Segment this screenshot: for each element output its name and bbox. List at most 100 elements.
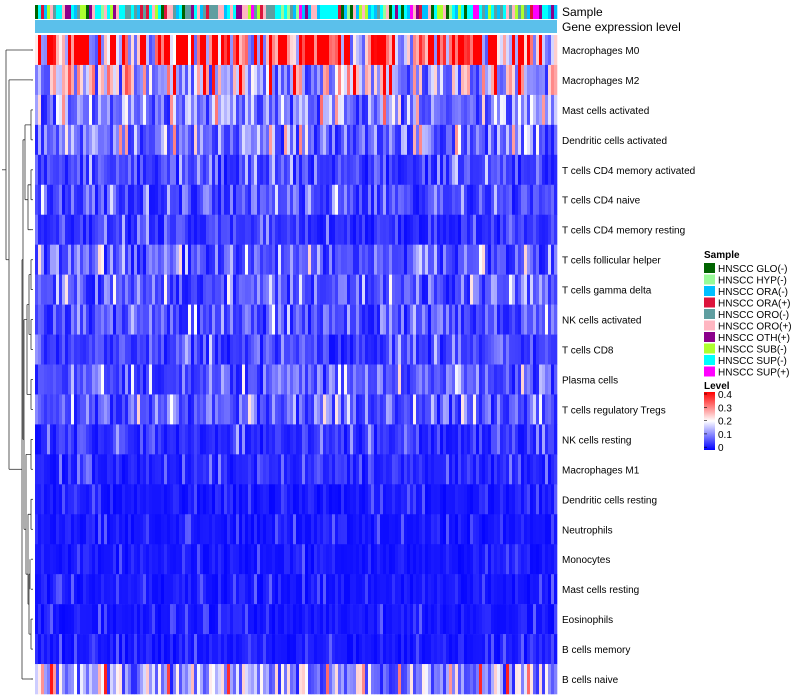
heatmap-cell (116, 484, 120, 515)
heatmap-cell (548, 304, 552, 335)
heatmap-cell (416, 124, 420, 156)
heatmap-cell (302, 394, 306, 425)
heatmap-cell (410, 424, 414, 455)
heatmap-cell (464, 454, 468, 485)
heatmap-cell (344, 94, 348, 126)
heatmap-cell (206, 424, 210, 455)
heatmap-cell (479, 544, 483, 575)
heatmap-cell (479, 574, 483, 605)
heatmap-cell (185, 544, 189, 575)
heatmap-cell (323, 634, 327, 665)
heatmap-cell (437, 304, 441, 335)
sample-track-cell (263, 5, 267, 19)
heatmap-cell (155, 574, 159, 605)
heatmap-cell (62, 514, 66, 545)
heatmap-cell (263, 394, 267, 425)
heatmap-cell (482, 394, 486, 425)
heatmap-cell (383, 35, 387, 66)
heatmap-cell (197, 484, 201, 515)
heatmap-cell (497, 214, 501, 245)
heatmap-cell (344, 574, 348, 605)
heatmap-cell (215, 94, 219, 126)
heatmap-cell (401, 394, 405, 425)
heatmap-cell (536, 154, 540, 186)
heatmap-cell (428, 574, 432, 605)
heatmap-cell (134, 214, 138, 245)
heatmap-cell (107, 604, 111, 635)
heatmap-cell (419, 394, 423, 425)
heatmap-cell (50, 544, 54, 575)
heatmap-cell (542, 424, 546, 455)
heatmap-cell (89, 394, 93, 425)
heatmap-cell (95, 394, 99, 425)
heatmap-cell (308, 574, 312, 605)
heatmap-cell (509, 64, 513, 96)
heatmap-cell (155, 664, 159, 695)
heatmap-cell (371, 664, 375, 695)
heatmap-cell (245, 544, 249, 575)
heatmap-cell (137, 64, 141, 96)
sample-track-cell (404, 5, 408, 19)
heatmap-cell (371, 394, 375, 425)
heatmap-cell (395, 634, 399, 665)
heatmap-cell (431, 454, 435, 485)
heatmap-cell (455, 544, 459, 575)
heatmap-cell (398, 334, 402, 365)
heatmap-cell (386, 604, 390, 635)
heatmap-cell (125, 454, 129, 485)
heatmap-cell (500, 634, 504, 665)
heatmap-cell (197, 514, 201, 545)
heatmap-cell (155, 604, 159, 635)
heatmap-cell (239, 574, 243, 605)
heatmap-cell (158, 124, 162, 156)
heatmap-cell (44, 664, 48, 695)
heatmap-cell (77, 514, 81, 545)
heatmap-cell (548, 514, 552, 545)
heatmap-cell (476, 424, 480, 455)
heatmap-cell (254, 514, 258, 545)
heatmap-cell (164, 274, 168, 305)
heatmap-cell (167, 154, 171, 186)
heatmap-row (35, 154, 558, 186)
heatmap-cell (341, 664, 345, 695)
sample-legend-swatch (704, 355, 715, 365)
heatmap-cell (263, 184, 267, 216)
heatmap-cell (119, 214, 123, 245)
heatmap-cell (308, 544, 312, 575)
heatmap-cell (467, 364, 471, 395)
heatmap-cell (491, 244, 495, 275)
heatmap-cell (434, 574, 438, 605)
heatmap-cell (209, 184, 213, 216)
heatmap-cell (353, 664, 357, 695)
heatmap-cell (515, 64, 519, 96)
heatmap-cell (503, 424, 507, 455)
heatmap-cell (218, 424, 222, 455)
heatmap-cell (236, 454, 240, 485)
heatmap-cell (449, 94, 453, 126)
heatmap-cell (482, 214, 486, 245)
sample-track-cell (497, 5, 501, 19)
heatmap-cell (383, 304, 387, 335)
heatmap-cell (269, 124, 273, 156)
heatmap-cell (131, 154, 135, 186)
heatmap-cell (506, 334, 510, 365)
heatmap-cell (215, 274, 219, 305)
heatmap-cell (494, 394, 498, 425)
heatmap-cell (155, 424, 159, 455)
heatmap-cell (392, 574, 396, 605)
heatmap-cell (458, 244, 462, 275)
heatmap-cell (305, 124, 309, 156)
heatmap-cell (224, 664, 228, 695)
level-tick-label: 0.2 (718, 417, 732, 428)
heatmap-cell (440, 424, 444, 455)
sample-track-cell (467, 5, 471, 19)
heatmap-cell (392, 124, 396, 156)
heatmap-cell (230, 244, 234, 275)
heatmap-cell (233, 274, 237, 305)
heatmap-cell (50, 484, 54, 515)
heatmap-cell (263, 514, 267, 545)
heatmap-cell (155, 274, 159, 305)
sample-track-cell (503, 5, 507, 19)
heatmap-cell (413, 364, 417, 395)
heatmap-cell (431, 574, 435, 605)
